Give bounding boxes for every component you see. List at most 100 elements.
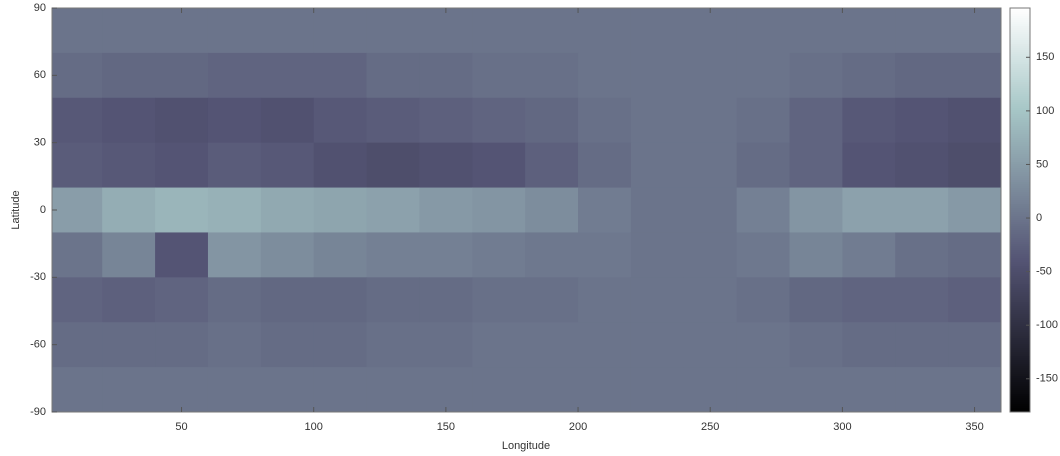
cell — [789, 232, 843, 278]
colorbar-step — [1010, 56, 1030, 59]
colorbar-step — [1010, 92, 1030, 95]
cell — [260, 97, 315, 144]
cell — [842, 187, 896, 233]
colorbar-step — [1010, 274, 1030, 277]
y-tick-label: 30 — [34, 137, 46, 149]
colorbar — [1010, 8, 1030, 413]
cell — [789, 8, 843, 54]
colorbar-step — [1010, 298, 1030, 301]
cell — [313, 52, 368, 99]
colorbar-step — [1010, 196, 1030, 199]
cell — [736, 142, 791, 189]
cell — [419, 97, 473, 144]
x-tick-label: 150 — [437, 421, 455, 433]
cell — [472, 52, 526, 99]
colorbar-step — [1010, 214, 1030, 217]
colorbar-step — [1010, 66, 1030, 69]
colorbar-step — [1010, 326, 1030, 329]
cell — [207, 322, 262, 368]
colorbar-step — [1010, 48, 1030, 51]
cell — [683, 52, 738, 99]
cell — [683, 142, 738, 189]
colorbar-step — [1010, 68, 1030, 71]
colorbar-step — [1010, 276, 1030, 279]
colorbar-step — [1010, 90, 1030, 93]
cell — [366, 277, 420, 323]
colorbar-step — [1010, 332, 1030, 335]
cell — [842, 142, 896, 189]
colorbar-step — [1010, 352, 1030, 355]
colorbar-step — [1010, 254, 1030, 257]
colorbar-step — [1010, 358, 1030, 361]
cell — [366, 187, 420, 233]
cell — [313, 8, 368, 54]
colorbar-step — [1010, 270, 1030, 273]
colorbar-step — [1010, 314, 1030, 317]
cell — [366, 367, 420, 412]
cell — [260, 277, 315, 323]
cell — [578, 8, 632, 54]
cell — [155, 142, 209, 189]
y-tick-label: -90 — [30, 406, 46, 418]
heatmap — [52, 8, 1001, 412]
cell — [419, 277, 473, 323]
cell — [630, 232, 685, 278]
x-tick-label: 100 — [305, 421, 323, 433]
cell — [207, 52, 262, 99]
cell — [313, 367, 368, 412]
cell — [578, 277, 632, 323]
colorbar-step — [1010, 320, 1030, 323]
colorbar-step — [1010, 224, 1030, 227]
cell — [895, 52, 949, 99]
colorbar-step — [1010, 236, 1030, 239]
cell — [207, 367, 262, 412]
colorbar-step — [1010, 382, 1030, 385]
colorbar-step — [1010, 258, 1030, 261]
cell — [419, 367, 473, 412]
colorbar-step — [1010, 70, 1030, 73]
y-tick-label: 60 — [34, 69, 46, 81]
cell — [683, 367, 738, 412]
colorbar-step — [1010, 28, 1030, 31]
colorbar-tick-label: -100 — [1036, 319, 1058, 331]
colorbar-step — [1010, 262, 1030, 265]
colorbar-step — [1010, 86, 1030, 89]
colorbar-step — [1010, 50, 1030, 53]
cell — [155, 187, 209, 233]
colorbar-step — [1010, 356, 1030, 359]
colorbar-step — [1010, 192, 1030, 195]
colorbar-step — [1010, 190, 1030, 193]
colorbar-step — [1010, 10, 1030, 13]
colorbar-step — [1010, 136, 1030, 139]
cell — [578, 97, 632, 144]
colorbar-step — [1010, 96, 1030, 99]
colorbar-step — [1010, 396, 1030, 399]
cell — [895, 277, 949, 323]
colorbar-step — [1010, 110, 1030, 113]
cell — [366, 142, 420, 189]
cell — [155, 367, 209, 412]
y-tick-label: 90 — [34, 2, 46, 14]
cell — [525, 142, 579, 189]
colorbar-step — [1010, 52, 1030, 55]
colorbar-tick-label: 0 — [1036, 212, 1042, 224]
y-axis-label: Latitude — [10, 190, 22, 229]
cell — [260, 322, 315, 368]
colorbar-step — [1010, 150, 1030, 153]
cell — [578, 142, 632, 189]
x-tick-label: 250 — [701, 421, 719, 433]
cell — [842, 232, 896, 278]
cell — [313, 97, 368, 144]
colorbar-step — [1010, 156, 1030, 159]
colorbar-step — [1010, 142, 1030, 145]
cell — [736, 8, 791, 54]
colorbar-step — [1010, 272, 1030, 275]
colorbar-step — [1010, 178, 1030, 181]
colorbar-step — [1010, 226, 1030, 229]
colorbar-step — [1010, 350, 1030, 353]
colorbar-step — [1010, 328, 1030, 331]
cell — [683, 277, 738, 323]
colorbar-step — [1010, 210, 1030, 213]
cell — [419, 52, 473, 99]
colorbar-step — [1010, 354, 1030, 357]
